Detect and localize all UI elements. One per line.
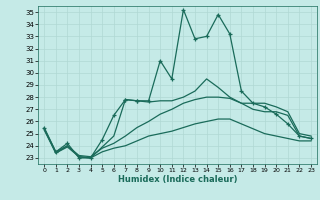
X-axis label: Humidex (Indice chaleur): Humidex (Indice chaleur)	[118, 175, 237, 184]
